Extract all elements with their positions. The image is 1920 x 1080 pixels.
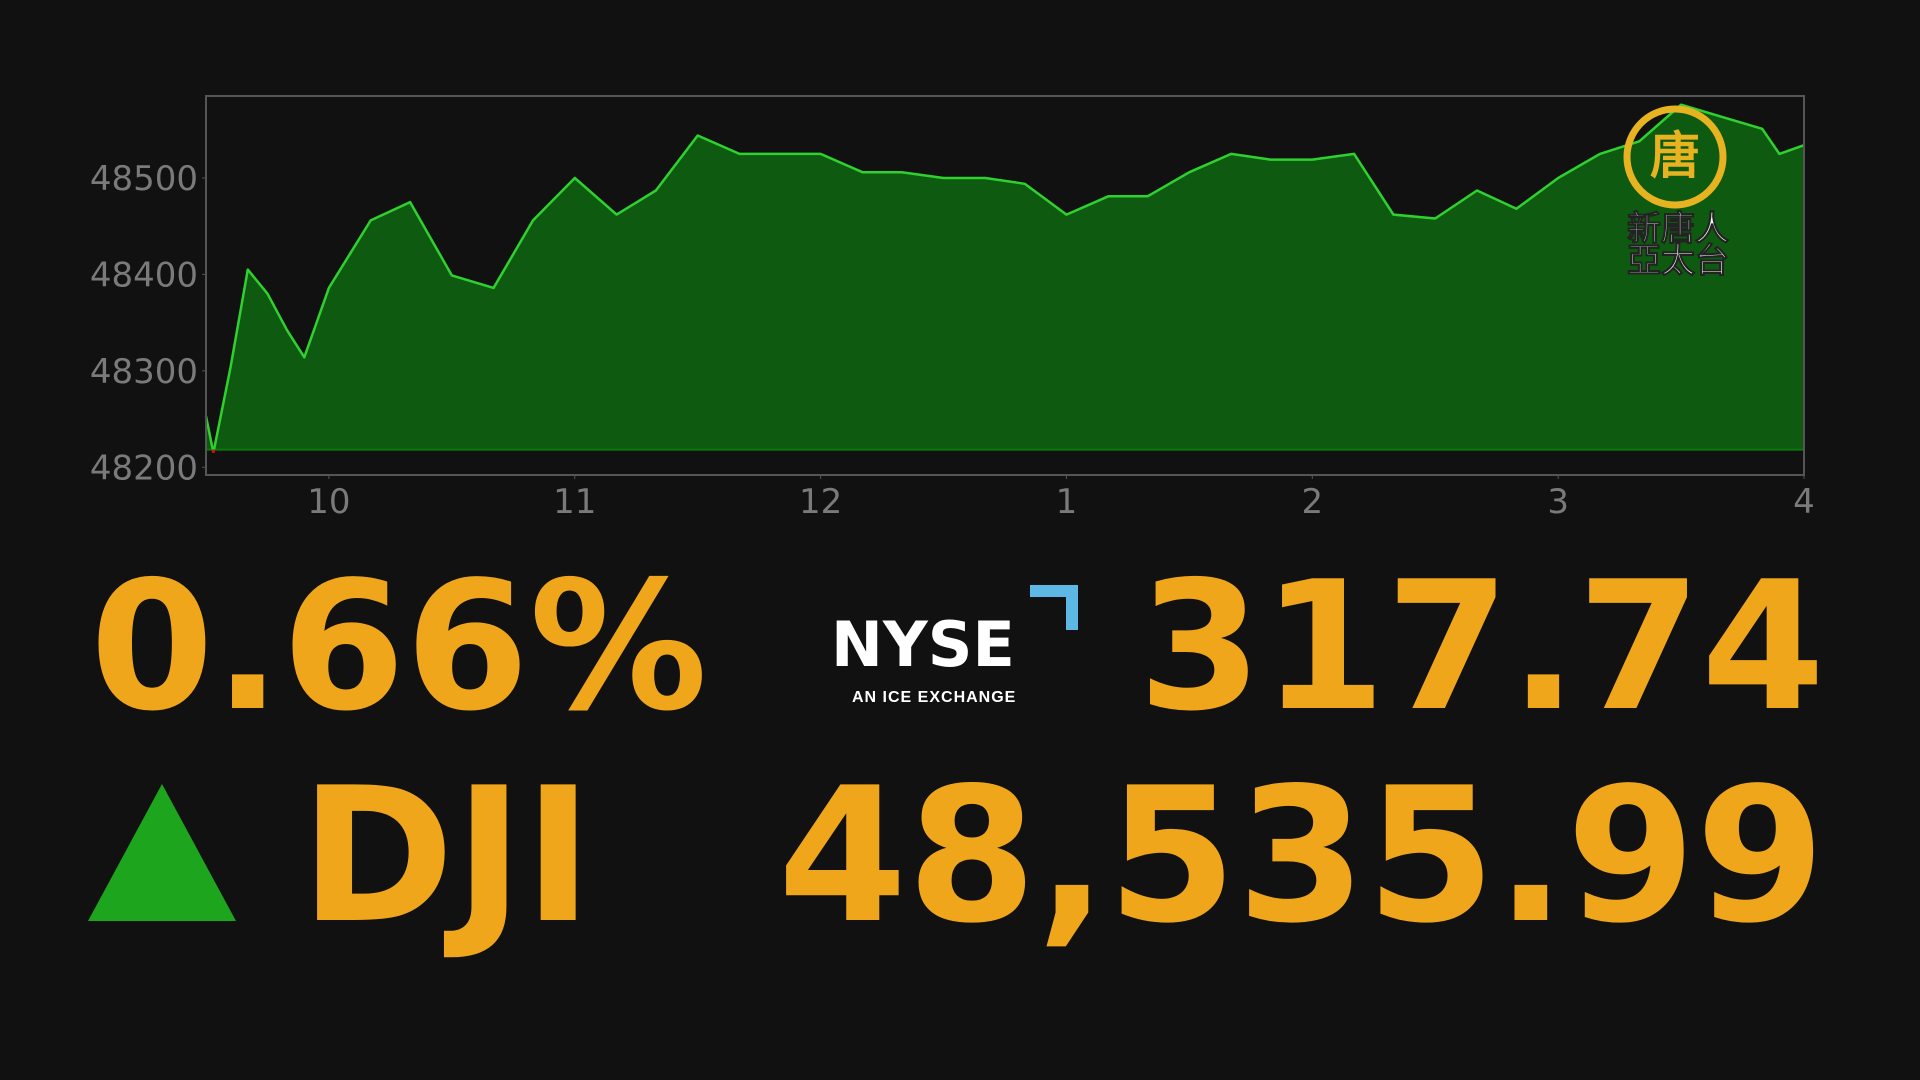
watermark-line1: 新唐人 (1627, 209, 1729, 249)
y-tick-label: 48200 (90, 448, 198, 488)
price: 48,535.99 (778, 747, 1825, 964)
change-percent: 0.66% (90, 543, 708, 750)
change-value: 317.74 (1138, 543, 1825, 750)
logo-tagline: AN ICE EXCHANGE (852, 689, 1016, 706)
y-tick-label: 48400 (90, 255, 198, 295)
nyse-logo: NYSE AN ICE EXCHANGE (831, 585, 1078, 706)
line (204, 103, 1805, 450)
x-tick-label: 3 (1547, 482, 1569, 522)
up-arrow (88, 784, 236, 921)
x-tick-label: 4 (1793, 482, 1815, 522)
watermark-line2: 亞太台 (1627, 241, 1729, 281)
logo-corner (1030, 585, 1078, 630)
x-tick-label: 11 (553, 482, 596, 522)
x-tick-label: 1 (1056, 482, 1078, 522)
x-tick-label: 12 (799, 482, 842, 522)
plot-frame (205, 95, 1805, 476)
x-tick-label: 2 (1301, 482, 1323, 522)
symbol: DJI (300, 747, 593, 964)
y-tick-label: 48300 (90, 352, 198, 392)
logo-name: NYSE (831, 608, 1015, 681)
x-tick-label: 10 (307, 482, 350, 522)
y-tick-label: 48500 (90, 159, 198, 199)
emblem-char: 唐 (1650, 127, 1700, 185)
watermark: 唐 新唐人 亞太台 (1623, 105, 1730, 282)
emblem-ring (1623, 105, 1727, 209)
area (206, 104, 1804, 450)
